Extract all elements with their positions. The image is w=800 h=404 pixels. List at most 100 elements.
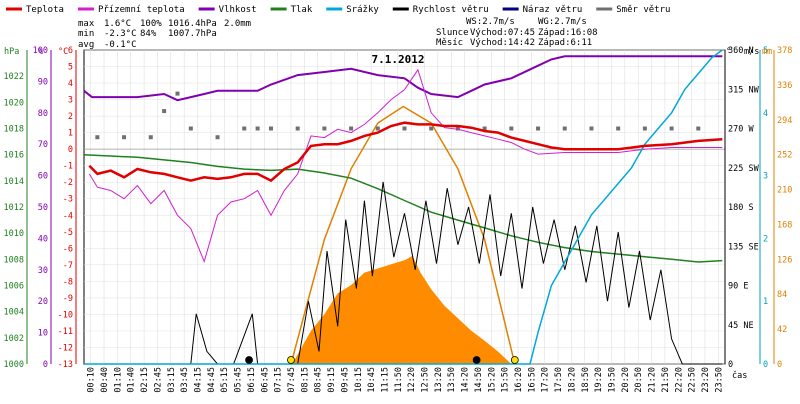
c-tick-2: -11: [58, 327, 73, 337]
c-tick-19: 6: [68, 46, 73, 56]
moon-set-marker: [245, 356, 253, 364]
mm-tick-9: 378: [777, 46, 792, 56]
pct-tick-1: 10: [38, 329, 48, 339]
sun-set-marker: [510, 356, 519, 364]
time-tick-2: 01:10: [113, 367, 123, 393]
legend-label-3: Tlak: [291, 5, 313, 15]
x-axis-label: čas: [732, 370, 747, 381]
deg-tick-2: 90 E: [728, 282, 748, 292]
time-tick-33: 16:50: [527, 367, 537, 393]
c-tick-6: -7: [63, 261, 73, 271]
c-tick-1: -12: [58, 343, 73, 353]
c-tick-10: -3: [63, 195, 73, 205]
time-tick-4: 02:15: [140, 367, 150, 393]
mm-tick-4: 168: [777, 220, 792, 230]
wind-direction-point-20: [562, 126, 567, 131]
solar-area: [292, 256, 512, 364]
sun-rise-marker: [287, 356, 295, 364]
time-tick-9: 04:45: [207, 367, 217, 393]
time-tick-25: 12:50: [421, 367, 431, 393]
time-tick-17: 08:45: [314, 367, 324, 393]
wind-direction-point-25: [696, 126, 701, 131]
c-tick-11: -2: [63, 178, 73, 188]
time-tick-45: 22:50: [688, 367, 698, 393]
time-tick-27: 13:50: [447, 367, 457, 393]
ms-tick-1: 1: [763, 297, 768, 307]
ms-tick-5: 5: [763, 46, 768, 56]
time-tick-19: 09:45: [340, 367, 350, 393]
pct-tick-5: 50: [38, 203, 48, 213]
hpa-tick-8: 1016: [4, 151, 24, 161]
ms-tick-0: 0: [763, 360, 768, 370]
deg-tick-0: 0: [728, 360, 733, 370]
mm-tick-8: 336: [777, 81, 792, 91]
legend-label-1: Přízemní teplota: [98, 5, 185, 15]
temperature-line: [88, 121, 723, 183]
wind-direction-point-15: [429, 126, 434, 131]
wind-direction-point-21: [589, 126, 594, 131]
mm-tick-0: 0: [777, 360, 782, 370]
stat-avg-temp: -0.1°C: [104, 40, 137, 50]
pressure-line: [83, 153, 723, 263]
c-tick-0: -13: [58, 360, 73, 370]
deg-tick-4: 180 S: [728, 203, 754, 213]
pct-tick-7: 70: [38, 140, 48, 150]
stat-min-press: 1007.7hPa: [168, 29, 217, 39]
c-tick-16: 3: [68, 96, 73, 106]
time-tick-6: 03:15: [167, 367, 177, 393]
time-tick-8: 04:15: [194, 367, 204, 393]
pct-tick-8: 80: [38, 109, 48, 119]
wind-direction-point-16: [455, 126, 460, 131]
unit-ms: m/s: [744, 47, 759, 57]
unit-mm: mm: [762, 47, 772, 57]
time-tick-39: 19:50: [607, 367, 617, 393]
rain-line: [84, 49, 723, 365]
axes: 1000100210041006100810101012101410161018…: [4, 46, 793, 393]
time-tick-41: 20:50: [634, 367, 644, 393]
stat-moon-label: Měsíc: [436, 38, 463, 48]
stat-avg-label: avg: [78, 40, 94, 50]
time-tick-11: 05:45: [234, 367, 244, 393]
hpa-tick-9: 1018: [4, 125, 24, 135]
wind-direction-point-7: [242, 126, 247, 131]
deg-tick-3: 135 SE: [728, 242, 759, 252]
time-tick-35: 17:50: [554, 367, 564, 393]
time-tick-18: 09:15: [327, 367, 337, 393]
time-tick-1: 00:40: [100, 367, 110, 393]
stat-sun-label: Slunce: [436, 28, 469, 38]
time-tick-46: 23:20: [701, 367, 711, 393]
hpa-tick-0: 1000: [4, 360, 24, 370]
time-tick-0: 00:10: [87, 367, 97, 393]
mm-tick-7: 294: [777, 116, 792, 126]
c-tick-4: -9: [63, 294, 73, 304]
stat-max-temp: 1.6°C: [104, 19, 131, 29]
mm-tick-5: 210: [777, 186, 792, 196]
humidity-line: [83, 55, 723, 102]
ms-tick-4: 4: [763, 109, 768, 119]
stat-min-temp: -2.3°C: [104, 29, 137, 39]
stat-min-label: min: [78, 29, 94, 39]
c-tick-17: 4: [68, 79, 73, 89]
hpa-tick-1: 1002: [4, 334, 24, 344]
time-tick-3: 01:40: [127, 367, 137, 393]
mm-tick-6: 252: [777, 151, 792, 161]
unit-hpa: hPa: [4, 47, 19, 57]
time-tick-26: 13:20: [434, 367, 444, 393]
time-tick-42: 21:20: [648, 367, 658, 393]
wind-direction-point-19: [536, 126, 541, 131]
stat-wg: WG:2.7m/s: [538, 17, 587, 27]
hpa-tick-6: 1012: [4, 203, 24, 213]
stat-ws: WS:2.7m/s: [466, 17, 515, 27]
c-tick-12: -1: [63, 162, 73, 172]
pct-tick-9: 90: [38, 77, 48, 87]
deg-tick-7: 315 NW: [728, 85, 760, 95]
moon-rise-marker: [472, 356, 481, 364]
deg-tick-5: 225 SW: [728, 164, 760, 174]
time-tick-21: 10:45: [367, 367, 377, 393]
pct-tick-3: 30: [38, 266, 48, 276]
c-tick-9: -4: [63, 211, 73, 221]
hpa-tick-5: 1010: [4, 229, 24, 239]
time-tick-14: 07:15: [274, 367, 284, 393]
wind-direction-point-10: [295, 126, 300, 131]
hpa-tick-11: 1022: [4, 72, 24, 82]
